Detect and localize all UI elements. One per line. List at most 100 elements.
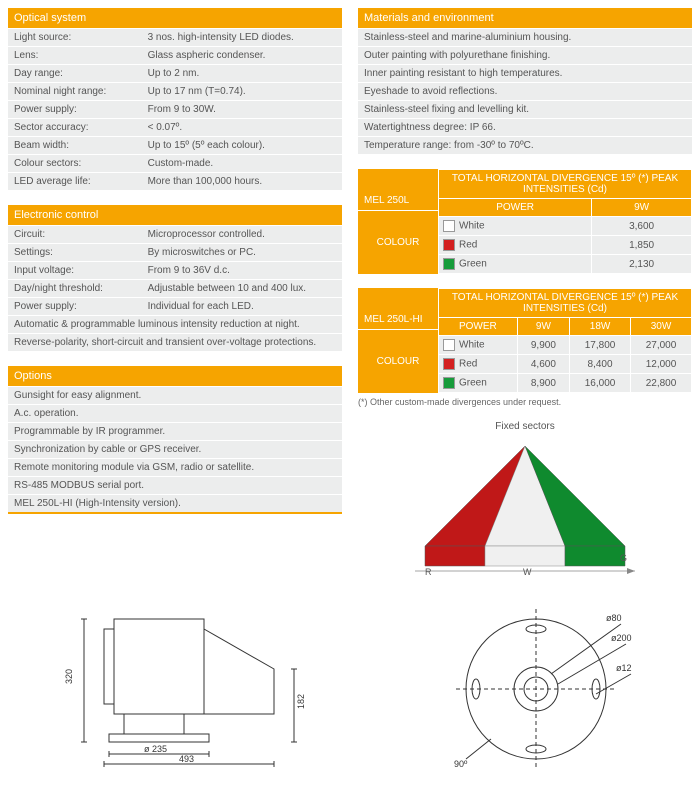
svg-text:ø 235: ø 235: [144, 744, 167, 754]
spec-value: From 9 to 36V d.c.: [142, 262, 342, 280]
svg-text:182: 182: [296, 694, 306, 709]
svg-text:493: 493: [179, 754, 194, 764]
intensity-value: 9,900: [517, 336, 569, 355]
power-col: 30W: [631, 318, 692, 336]
spec-label: LED average life:: [8, 173, 142, 191]
sector-label-r: R: [425, 567, 432, 576]
colour-cell: White: [439, 336, 518, 355]
colour-label: COLOUR: [358, 211, 438, 274]
intensity-value: 8,400: [570, 355, 631, 374]
electronic-header: Electronic control: [8, 205, 342, 226]
optical-table: Light source:3 nos. high-intensity LED d…: [8, 29, 342, 191]
spec-full: Stainless-steel fixing and levelling kit…: [358, 101, 692, 119]
colour-label: COLOUR: [358, 330, 438, 393]
spec-value: By microswitches or PC.: [142, 244, 342, 262]
spec-label: Circuit:: [8, 226, 142, 244]
intensity-value: 12,000: [631, 355, 692, 374]
intensity-value: 2,130: [592, 255, 692, 274]
intensity-value: 17,800: [570, 336, 631, 355]
spec-label: Lens:: [8, 47, 142, 65]
power-label: POWER: [439, 318, 518, 336]
spec-full: Synchronization by cable or GPS receiver…: [8, 441, 342, 459]
spec-full: Temperature range: from -30º to 70ºC.: [358, 137, 692, 155]
spec-full: A.c. operation.: [8, 405, 342, 423]
svg-text:ø80: ø80: [606, 613, 622, 623]
fixed-sectors-diagram: R W G: [358, 436, 692, 579]
spec-full: Gunsight for easy alignment.: [8, 387, 342, 405]
base-plan-drawing: ø80 ø200 ø12 90º: [446, 599, 646, 769]
spec-label: Nominal night range:: [8, 83, 142, 101]
spec-label: Sector accuracy:: [8, 119, 142, 137]
model-label: MEL 250L-HI: [358, 288, 438, 330]
right-column: Materials and environment Stainless-stee…: [358, 8, 692, 579]
power-col: 9W: [517, 318, 569, 336]
intensity-value: 4,600: [517, 355, 569, 374]
spec-value: More than 100,000 hours.: [142, 173, 342, 191]
spec-full: Reverse-polarity, short-circuit and tran…: [8, 334, 342, 352]
spec-label: Light source:: [8, 29, 142, 47]
intensity-value: 1,850: [592, 236, 692, 255]
spec-value: From 9 to 30W.: [142, 101, 342, 119]
intensity-value: 8,900: [517, 374, 569, 393]
options-table: Gunsight for easy alignment.A.c. operati…: [8, 387, 342, 513]
left-column: Optical system Light source:3 nos. high-…: [8, 8, 342, 579]
technical-drawings: 320 182 ø 235 493 ø80 ø200 ø12 90º: [8, 599, 692, 769]
sector-label-w: W: [523, 567, 532, 576]
colour-cell: White: [439, 217, 592, 236]
spec-value: Individual for each LED.: [142, 298, 342, 316]
divergence-note: (*) Other custom-made divergences under …: [358, 397, 692, 407]
spec-value: Glass aspheric condenser.: [142, 47, 342, 65]
intensity-table-2: MEL 250L-HICOLOURTOTAL HORIZONTAL DIVERG…: [358, 288, 692, 393]
spec-label: Beam width:: [8, 137, 142, 155]
electronic-table: Circuit:Microprocessor controlled.Settin…: [8, 226, 342, 352]
spec-value: Adjustable between 10 and 400 lux.: [142, 280, 342, 298]
svg-text:ø200: ø200: [611, 633, 632, 643]
intensity-value: 22,800: [631, 374, 692, 393]
intensity-title: TOTAL HORIZONTAL DIVERGENCE 15º (*) PEAK…: [439, 289, 692, 318]
sector-label-g: G: [620, 553, 627, 563]
spec-full: Watertightness degree: IP 66.: [358, 119, 692, 137]
spec-full: Eyeshade to avoid reflections.: [358, 83, 692, 101]
spec-value: Up to 2 nm.: [142, 65, 342, 83]
spec-full: RS-485 MODBUS serial port.: [8, 477, 342, 495]
spec-value: 3 nos. high-intensity LED diodes.: [142, 29, 342, 47]
intensity-table-1: MEL 250LCOLOURTOTAL HORIZONTAL DIVERGENC…: [358, 169, 692, 274]
spec-label: Input voltage:: [8, 262, 142, 280]
spec-value: Up to 17 nm (T=0.74).: [142, 83, 342, 101]
colour-cell: Green: [439, 374, 518, 393]
spec-label: Colour sectors:: [8, 155, 142, 173]
materials-header: Materials and environment: [358, 8, 692, 29]
sectors-caption: Fixed sectors: [358, 421, 692, 432]
model-label: MEL 250L: [358, 169, 438, 211]
spec-full: Remote monitoring module via GSM, radio …: [8, 459, 342, 477]
spec-value: Microprocessor controlled.: [142, 226, 342, 244]
spec-label: Power supply:: [8, 101, 142, 119]
power-label: POWER: [439, 199, 592, 217]
intensity-value: 16,000: [570, 374, 631, 393]
svg-text:90º: 90º: [454, 759, 468, 769]
power-col: 9W: [592, 199, 692, 217]
side-elevation-drawing: 320 182 ø 235 493: [54, 599, 314, 769]
spec-value: < 0.07º.: [142, 119, 342, 137]
spec-label: Day range:: [8, 65, 142, 83]
intensity-value: 3,600: [592, 217, 692, 236]
spec-label: Day/night threshold:: [8, 280, 142, 298]
spec-label: Power supply:: [8, 298, 142, 316]
svg-text:320: 320: [64, 669, 74, 684]
spec-full: Stainless-steel and marine-aluminium hou…: [358, 29, 692, 47]
svg-text:ø12: ø12: [616, 663, 632, 673]
spec-full: Programmable by IR programmer.: [8, 423, 342, 441]
optical-header: Optical system: [8, 8, 342, 29]
colour-cell: Green: [439, 255, 592, 274]
spec-label: Settings:: [8, 244, 142, 262]
spec-value: Custom-made.: [142, 155, 342, 173]
materials-table: Stainless-steel and marine-aluminium hou…: [358, 29, 692, 155]
colour-cell: Red: [439, 236, 592, 255]
spec-full: MEL 250L-HI (High-Intensity version).: [8, 495, 342, 513]
intensity-title: TOTAL HORIZONTAL DIVERGENCE 15º (*) PEAK…: [439, 170, 692, 199]
colour-cell: Red: [439, 355, 518, 374]
spec-value: Up to 15º (5º each colour).: [142, 137, 342, 155]
power-col: 18W: [570, 318, 631, 336]
spec-full: Automatic & programmable luminous intens…: [8, 316, 342, 334]
spec-full: Outer painting with polyurethane finishi…: [358, 47, 692, 65]
